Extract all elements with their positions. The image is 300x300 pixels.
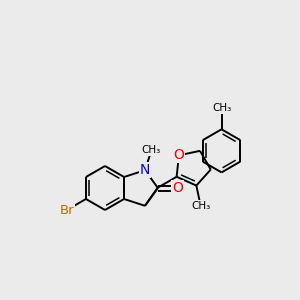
Text: CH₃: CH₃	[191, 201, 210, 211]
Text: O: O	[172, 181, 183, 195]
Text: N: N	[140, 163, 150, 177]
Text: Br: Br	[60, 203, 74, 217]
Text: O: O	[173, 148, 184, 162]
Text: CH₃: CH₃	[212, 103, 231, 113]
Text: CH₃: CH₃	[142, 145, 161, 155]
